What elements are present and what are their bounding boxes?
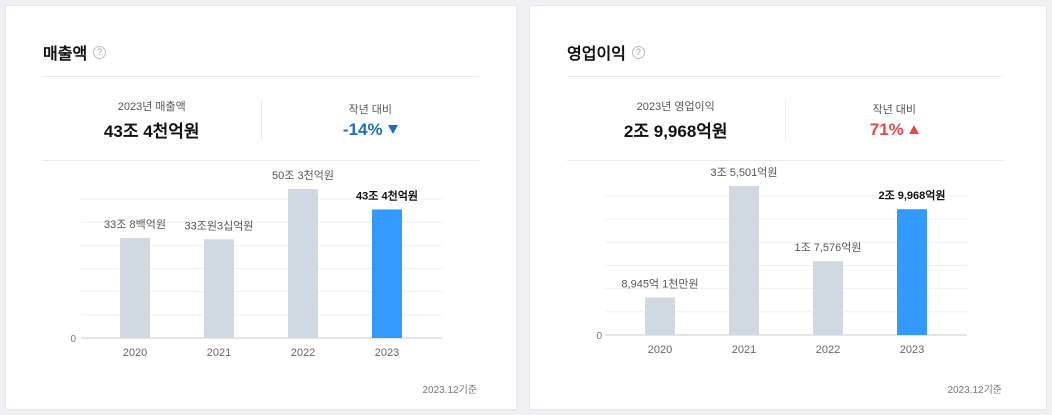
bar-2022 (288, 189, 318, 338)
change-value: 71% (870, 120, 919, 140)
data-label: 43조 4천억원 (356, 188, 418, 202)
summary-total: 2023년 영업이익 2조 9,968억원 (567, 98, 785, 142)
arrow-down-icon (387, 125, 398, 134)
x-tick-label: 2020 (123, 347, 147, 359)
operating-profit-card: 영업이익 ? 2023년 영업이익 2조 9,968억원 작년 대비 71% 0… (529, 5, 1047, 410)
summary-total: 2023년 매출액 43조 4천억원 (43, 98, 261, 142)
summary-value: 43조 4천억원 (103, 122, 200, 141)
summary-separator (260, 100, 262, 140)
summary-value: 2조 9,968억원 (623, 122, 728, 141)
help-icon[interactable]: ? (93, 45, 107, 59)
bar-2023 (897, 209, 927, 335)
divider (567, 160, 1003, 161)
y-tick-label: 0 (596, 331, 602, 342)
summary-change: 작년 대비 -14% (262, 98, 480, 142)
x-tick-label: 2021 (732, 344, 756, 356)
data-label: 8,945억 1천만원 (621, 276, 698, 290)
change-percent: 71% (869, 119, 904, 139)
summary-label: 2023년 영업이익 (636, 101, 715, 113)
arrow-up-icon (908, 125, 919, 134)
x-tick-label: 2022 (816, 344, 840, 356)
data-label: 2조 9,968억원 (878, 188, 945, 202)
footnote: 2023.12기준 (422, 385, 477, 396)
divider (567, 76, 1003, 77)
card-title: 매출액 ? (43, 40, 107, 64)
help-icon[interactable]: ? (631, 45, 645, 59)
change-percent: -14% (342, 119, 383, 139)
change-label: 작년 대비 (348, 103, 393, 116)
data-label: 1조 7,576억원 (794, 241, 861, 254)
card-title: 영업이익 ? (567, 40, 645, 64)
change-label: 작년 대비 (872, 103, 917, 116)
revenue-card: 매출액 ? 2023년 매출액 43조 4천억원 작년 대비 -14% 0 33조… (5, 5, 517, 410)
x-tick-label: 2022 (291, 347, 315, 359)
bar-2020 (645, 297, 675, 335)
change-value: -14% (343, 120, 398, 140)
footnote: 2023.12기준 (947, 385, 1002, 396)
summary-change: 작년 대비 71% (786, 98, 1004, 142)
x-tick-label: 2023 (900, 344, 924, 356)
summary-row: 2023년 매출액 43조 4천억원 작년 대비 -14% (43, 98, 479, 142)
bar-2022 (813, 261, 843, 335)
divider (43, 76, 479, 77)
x-tick-label: 2023 (375, 347, 399, 359)
divider (43, 160, 479, 161)
summary-label: 2023년 매출액 (117, 101, 186, 113)
data-label: 33조 8백억원 (104, 218, 166, 231)
operating-profit-bar-chart: 0 8,945억 1천만원 2020 3조 5,501억원 2021 1조 7,576억원… (596, 166, 967, 356)
bar-2020 (120, 237, 150, 338)
revenue-title: 매출액 (43, 46, 88, 63)
bar-2021 (729, 186, 759, 335)
bar-2023 (372, 209, 402, 338)
x-tick-label: 2020 (648, 344, 672, 356)
summary-row: 2023년 영업이익 2조 9,968억원 작년 대비 71% (567, 98, 1003, 142)
data-label: 3조 5,501억원 (710, 166, 777, 179)
operating-profit-title: 영업이익 (567, 46, 626, 63)
data-label: 33조원3십억원 (185, 219, 254, 232)
summary-separator (784, 100, 786, 140)
y-tick-label: 0 (70, 334, 76, 345)
bar-2021 (204, 239, 234, 338)
data-label: 50조 3천억원 (272, 168, 334, 182)
x-tick-label: 2021 (207, 347, 231, 359)
revenue-bar-chart: 0 33조 8백억원 2020 33조원3십억원 2021 50조 3천억원 2022 43조… (70, 168, 442, 359)
